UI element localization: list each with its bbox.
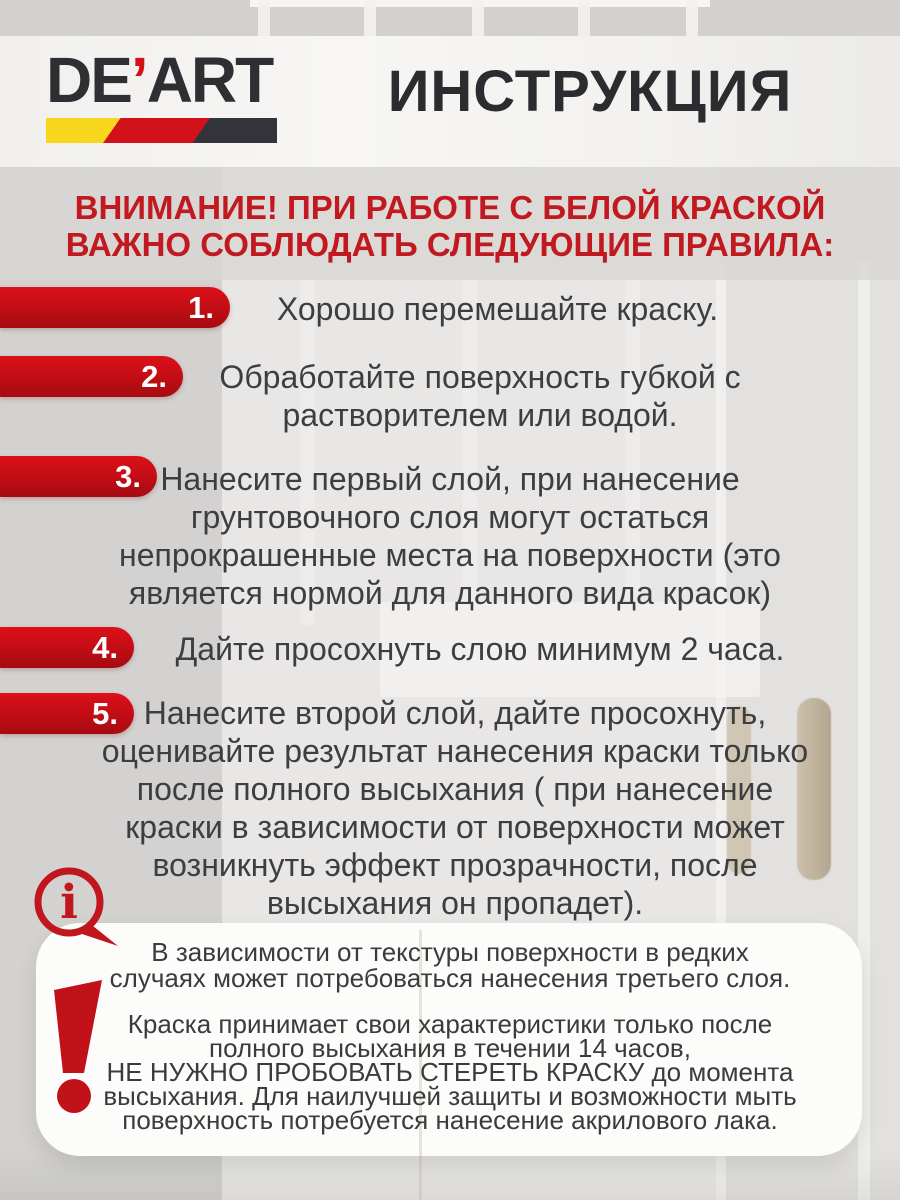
- brand-logo-stripe: [46, 118, 277, 143]
- note-drying: Краска принимает свои характеристики тол…: [60, 1009, 840, 1135]
- note-drying-line-1: Краска принимает свои характеристики тол…: [127, 1009, 773, 1039]
- note-texture: В зависимости от текстуры поверхности в …: [60, 939, 840, 991]
- step-4-ribbon: 4.: [0, 627, 134, 668]
- paper-crease: [419, 930, 422, 1200]
- warning-line-1: ВНИМАНИЕ! ПРИ РАБОТЕ С БЕЛОЙ КРАСКОЙ: [74, 189, 826, 226]
- brand-logo-apostrophe: ’: [130, 44, 149, 116]
- step-4-text: Дайте просохнуть слою минимум 2 часа.: [175, 631, 785, 667]
- warning-heading: ВНИМАНИЕ! ПРИ РАБОТЕ С БЕЛОЙ КРАСКОЙ ВАЖ…: [0, 189, 900, 263]
- door-handle-left: [727, 706, 751, 874]
- door-glass-mullion: [364, 0, 376, 36]
- exclamation-icon-svg: [54, 980, 102, 1113]
- step-5-number: 5.: [92, 695, 118, 731]
- note-drying-line-5: поверхность потребуется нанесение акрило…: [122, 1105, 778, 1135]
- door-mullion: [462, 280, 477, 625]
- door-glass-mullion: [578, 0, 590, 36]
- step-3-ribbon: 3.: [0, 456, 157, 497]
- door-glass-mullion: [472, 0, 484, 36]
- warning-line-2: ВАЖНО СОБЛЮДАТЬ СЛЕДУЮЩИЕ ПРАВИЛА:: [65, 226, 835, 263]
- background-gray-band: [0, 167, 900, 280]
- step-5-text: Нанесите второй слой, дайте просохнуть, …: [101, 695, 809, 921]
- door-glass-top-band: [0, 0, 900, 36]
- step-1-text: Хорошо перемешайте краску.: [276, 291, 719, 327]
- info-icon-letter: i: [60, 875, 78, 930]
- info-bubble-icon-svg: i: [34, 867, 118, 946]
- door-mullion: [625, 280, 640, 625]
- step-2-ribbon: 2.: [0, 356, 183, 397]
- step-3-text: Нанесите первый слой, при нанесение грун…: [119, 461, 781, 611]
- door-mullion: [300, 280, 315, 625]
- step-2-number: 2.: [141, 358, 167, 394]
- notes-panel: [36, 923, 862, 1156]
- door-white-rail: [380, 602, 760, 697]
- brand-logo-text: DE’ART: [46, 48, 277, 112]
- exclamation-icon: [46, 980, 108, 1115]
- note-texture-line-2: случаях может потребоваться нанесения тр…: [109, 963, 791, 993]
- floor-shadow: [0, 1150, 900, 1200]
- note-texture-line-1: В зависимости от текстуры поверхности в …: [151, 937, 749, 967]
- header-strip: [0, 36, 900, 167]
- step-5-ribbon: 5.: [0, 693, 134, 734]
- step-2-text: Обработайте поверхность губкой с раствор…: [219, 359, 741, 433]
- step-1-number: 1.: [188, 289, 214, 325]
- step-3-number: 3.: [115, 458, 141, 494]
- door-glass-mullion: [258, 0, 270, 36]
- note-drying-line-2: полного высыхания в течении 14 часов,: [209, 1033, 691, 1063]
- page-title: ИНСТРУКЦИЯ: [387, 59, 793, 124]
- door-frame-line: [716, 260, 726, 1200]
- note-drying-line-4: высыхания. Для наилучшей защиты и возмож…: [103, 1081, 797, 1111]
- note-drying-line-3: НЕ НУЖНО ПРОБОВАТЬ СТЕРЕТЬ КРАСКУ до мом…: [106, 1057, 794, 1087]
- step-1-ribbon: 1.: [0, 287, 230, 328]
- brand-logo-part2: ART: [146, 44, 275, 116]
- info-bubble-icon: i: [30, 862, 122, 950]
- door-handle-right: [797, 698, 831, 880]
- step-4-number: 4.: [92, 629, 118, 665]
- brand-logo-part1: DE: [46, 44, 133, 116]
- brand-logo: DE’ART: [46, 48, 277, 143]
- door-glass-mullion: [686, 0, 698, 36]
